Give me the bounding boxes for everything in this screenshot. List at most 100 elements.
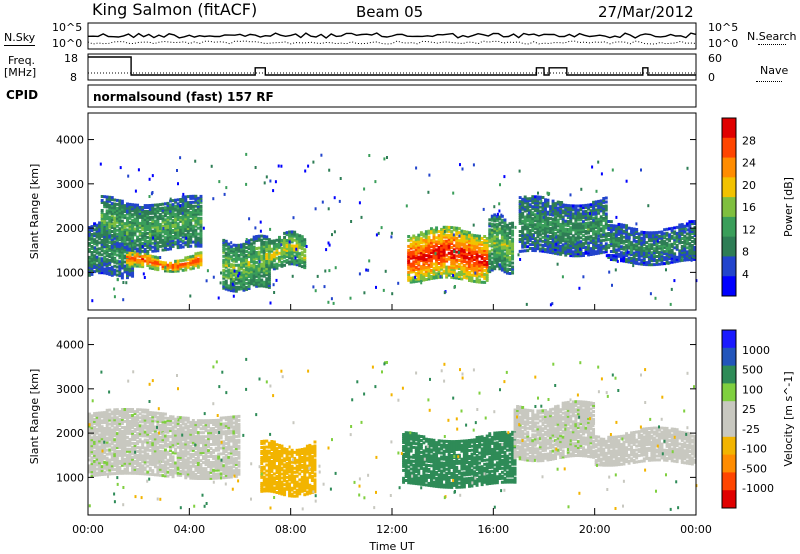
x-tick-label-4: 16:00 bbox=[477, 523, 509, 536]
noise-left-tick-bottom: 10^0 bbox=[52, 37, 83, 50]
echo-region-7 bbox=[518, 195, 608, 258]
cpid-text: normalsound (fast) 157 RF bbox=[93, 90, 274, 104]
colorbar-swatch-8 bbox=[722, 276, 736, 297]
colorbar-swatch-3 bbox=[722, 177, 736, 198]
x-tick-label-5: 20:00 bbox=[579, 523, 611, 536]
beam-label: Beam 05 bbox=[356, 3, 424, 21]
x-tick-label-3: 12:00 bbox=[376, 523, 408, 536]
colorbar-swatch-0 bbox=[722, 118, 736, 139]
freq-label-line2: [MHz] bbox=[4, 66, 37, 79]
colorbar-swatch-4 bbox=[722, 401, 736, 420]
echo-region-1 bbox=[260, 439, 317, 498]
nave-right-tick-bottom: 0 bbox=[708, 71, 715, 84]
nave-legend-dots bbox=[756, 77, 782, 82]
colorbar-swatch-9 bbox=[722, 490, 736, 509]
nave-right-tick-top: 60 bbox=[708, 52, 722, 65]
power-ylabel: Slant Range [km] bbox=[28, 164, 41, 260]
colorbar-tick-2: -100 bbox=[742, 443, 767, 456]
freq-left-tick-bottom: 8 bbox=[70, 71, 77, 84]
colorbar-tick-1: 8 bbox=[742, 246, 749, 259]
freq-left-tick-top: 18 bbox=[64, 52, 78, 65]
colorbar-swatch-5 bbox=[722, 419, 736, 438]
velocity-tick-label-1000: 1000 bbox=[56, 471, 84, 484]
colorbar-tick-6: 500 bbox=[742, 364, 763, 377]
colorbar-swatch-2 bbox=[722, 365, 736, 384]
colorbar-swatch-7 bbox=[722, 454, 736, 473]
noise-search-line bbox=[87, 40, 697, 45]
x-tick-label-1: 04:00 bbox=[173, 523, 205, 536]
power-tick-label-2000: 2000 bbox=[56, 222, 84, 235]
noise-panel bbox=[87, 22, 697, 50]
velocity-ylabel: Slant Range [km] bbox=[28, 369, 41, 465]
power-colorbar: 4 8 12 16 20 24 28 Power [dB] bbox=[721, 117, 795, 297]
power-tick-label-3000: 3000 bbox=[56, 178, 84, 191]
noise-left-tick-top: 10^5 bbox=[52, 21, 83, 34]
noise-sky-line bbox=[87, 32, 697, 39]
velocity-tick-label-2000: 2000 bbox=[56, 427, 84, 440]
colorbar-swatch-7 bbox=[722, 256, 736, 277]
colorbar-swatch-3 bbox=[722, 383, 736, 402]
echo-region-4 bbox=[594, 426, 697, 467]
nsearch-legend-dots bbox=[758, 40, 786, 45]
freq-label-line1: Freq. bbox=[8, 54, 36, 67]
colorbar-swatch-0 bbox=[722, 330, 736, 349]
nsearch-label: N.Search bbox=[747, 30, 797, 43]
power-tick-label-1000: 1000 bbox=[56, 266, 84, 279]
colorbar-label: Velocity [m s^-1] bbox=[782, 371, 795, 466]
velocity-heatmap bbox=[88, 357, 698, 511]
colorbar-tick-6: 28 bbox=[742, 134, 756, 147]
colorbar-tick-3: 16 bbox=[742, 201, 756, 214]
colorbar-tick-7: 1000 bbox=[742, 344, 770, 357]
x-axis: 00:00 04:00 08:00 12:00 16:00 20:00 00:00 Time … bbox=[72, 304, 712, 553]
colorbar-tick-1: -500 bbox=[742, 462, 767, 475]
echo-region-3 bbox=[222, 234, 271, 293]
colorbar-swatch-4 bbox=[722, 197, 736, 218]
station-title: King Salmon (fitACF) bbox=[92, 0, 258, 19]
nsky-label: N.Sky bbox=[4, 31, 36, 46]
colorbar-swatch-2 bbox=[722, 157, 736, 178]
colorbar-swatch-8 bbox=[722, 472, 736, 491]
scatter-echoes bbox=[88, 357, 698, 511]
date-label: 27/Mar/2012 bbox=[598, 3, 694, 21]
echo-region-3 bbox=[513, 400, 596, 463]
colorbar-tick-5: 24 bbox=[742, 157, 756, 170]
cpid-panel bbox=[87, 84, 697, 108]
colorbar-swatch-1 bbox=[722, 137, 736, 159]
echo-region-0 bbox=[88, 408, 241, 480]
colorbar-frame bbox=[721, 329, 737, 509]
colorbar-swatch-6 bbox=[722, 436, 736, 456]
power-tick-label-4000: 4000 bbox=[56, 134, 84, 147]
colorbar-swatch-5 bbox=[722, 216, 736, 238]
colorbar-tick-4: 25 bbox=[742, 403, 756, 416]
colorbar-frame bbox=[721, 117, 737, 297]
echo-region-2 bbox=[402, 430, 517, 489]
colorbar-tick-4: 20 bbox=[742, 179, 756, 192]
colorbar-tick-3: -25 bbox=[742, 423, 760, 436]
velocity-tick-label-4000: 4000 bbox=[56, 339, 84, 352]
velocity-colorbar: -1000 -500 -100 -25 25 100 500 1000 Velocity [m … bbox=[721, 329, 795, 509]
freq-panel bbox=[87, 53, 697, 81]
echo-region-5 bbox=[407, 225, 489, 284]
echo-region-2 bbox=[100, 194, 203, 253]
scatter-echoes bbox=[91, 152, 698, 307]
noise-right-tick-bottom: 10^0 bbox=[708, 37, 739, 50]
nave-label: Nave bbox=[760, 64, 789, 77]
colorbar-tick-0: 4 bbox=[742, 268, 749, 281]
colorbar-swatch-6 bbox=[722, 236, 736, 257]
power-heatmap bbox=[88, 152, 698, 307]
colorbar-tick-5: 100 bbox=[742, 383, 763, 396]
colorbar-swatch-1 bbox=[722, 347, 736, 367]
colorbar-tick-2: 12 bbox=[742, 223, 756, 236]
x-tick-label-0: 00:00 bbox=[72, 523, 104, 536]
x-axis-label: Time UT bbox=[368, 540, 414, 553]
velocity-tick-label-3000: 3000 bbox=[56, 383, 84, 396]
x-tick-label-6: 00:00 bbox=[680, 523, 712, 536]
cpid-label: CPID bbox=[6, 88, 39, 102]
colorbar-label: Power [dB] bbox=[782, 177, 795, 237]
noise-right-tick-top: 10^5 bbox=[708, 21, 739, 34]
colorbar-tick-0: -1000 bbox=[742, 482, 774, 495]
echo-region-6 bbox=[488, 213, 515, 275]
echo-region-4 bbox=[265, 230, 307, 271]
frequency-line bbox=[88, 56, 696, 76]
echo-region-8 bbox=[607, 220, 697, 267]
